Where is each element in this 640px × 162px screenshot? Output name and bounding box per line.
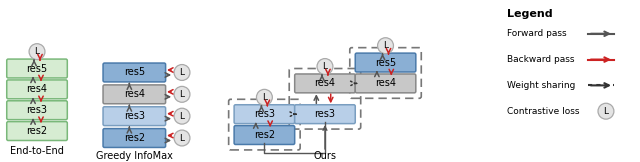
Text: res5: res5 — [26, 64, 47, 74]
Text: Greedy InfoMax: Greedy InfoMax — [96, 151, 173, 161]
FancyBboxPatch shape — [7, 80, 67, 99]
Text: L: L — [262, 93, 267, 102]
Text: Contrastive loss: Contrastive loss — [507, 107, 579, 116]
Circle shape — [378, 38, 394, 54]
Text: L: L — [604, 107, 609, 116]
FancyBboxPatch shape — [103, 85, 166, 104]
Text: L: L — [383, 41, 388, 50]
FancyBboxPatch shape — [103, 129, 166, 147]
Text: Weight sharing: Weight sharing — [507, 81, 575, 90]
FancyBboxPatch shape — [234, 126, 294, 145]
Text: res4: res4 — [124, 89, 145, 99]
Text: res2: res2 — [124, 133, 145, 143]
FancyBboxPatch shape — [355, 53, 416, 72]
Text: res2: res2 — [26, 126, 47, 136]
Text: res5: res5 — [375, 58, 396, 68]
Text: res2: res2 — [254, 130, 275, 140]
Circle shape — [174, 86, 190, 102]
FancyBboxPatch shape — [103, 107, 166, 126]
Circle shape — [174, 130, 190, 146]
Text: Backward pass: Backward pass — [507, 55, 574, 64]
FancyBboxPatch shape — [7, 122, 67, 140]
Text: Legend: Legend — [507, 9, 552, 19]
Circle shape — [257, 89, 273, 105]
Circle shape — [174, 64, 190, 80]
Text: L: L — [179, 133, 184, 143]
Text: Ours: Ours — [314, 151, 337, 161]
Text: res5: res5 — [124, 68, 145, 77]
FancyBboxPatch shape — [103, 63, 166, 82]
Text: res3: res3 — [254, 109, 275, 119]
Text: L: L — [179, 90, 184, 99]
Circle shape — [29, 44, 45, 60]
Text: res4: res4 — [375, 78, 396, 88]
Circle shape — [598, 103, 614, 119]
FancyBboxPatch shape — [294, 74, 355, 93]
Circle shape — [317, 59, 333, 75]
Text: Forward pass: Forward pass — [507, 29, 566, 38]
Text: res4: res4 — [26, 84, 47, 94]
FancyBboxPatch shape — [355, 74, 416, 93]
FancyBboxPatch shape — [234, 105, 294, 124]
Text: res3: res3 — [314, 109, 335, 119]
Circle shape — [174, 108, 190, 124]
Text: res3: res3 — [124, 111, 145, 121]
Text: L: L — [35, 47, 40, 56]
Text: L: L — [323, 62, 328, 71]
FancyBboxPatch shape — [294, 105, 355, 124]
FancyBboxPatch shape — [7, 59, 67, 78]
Text: res4: res4 — [314, 78, 335, 88]
Text: End-to-End: End-to-End — [10, 146, 64, 156]
Text: L: L — [179, 112, 184, 121]
Text: res3: res3 — [26, 105, 47, 115]
FancyBboxPatch shape — [7, 101, 67, 120]
Text: L: L — [179, 68, 184, 77]
